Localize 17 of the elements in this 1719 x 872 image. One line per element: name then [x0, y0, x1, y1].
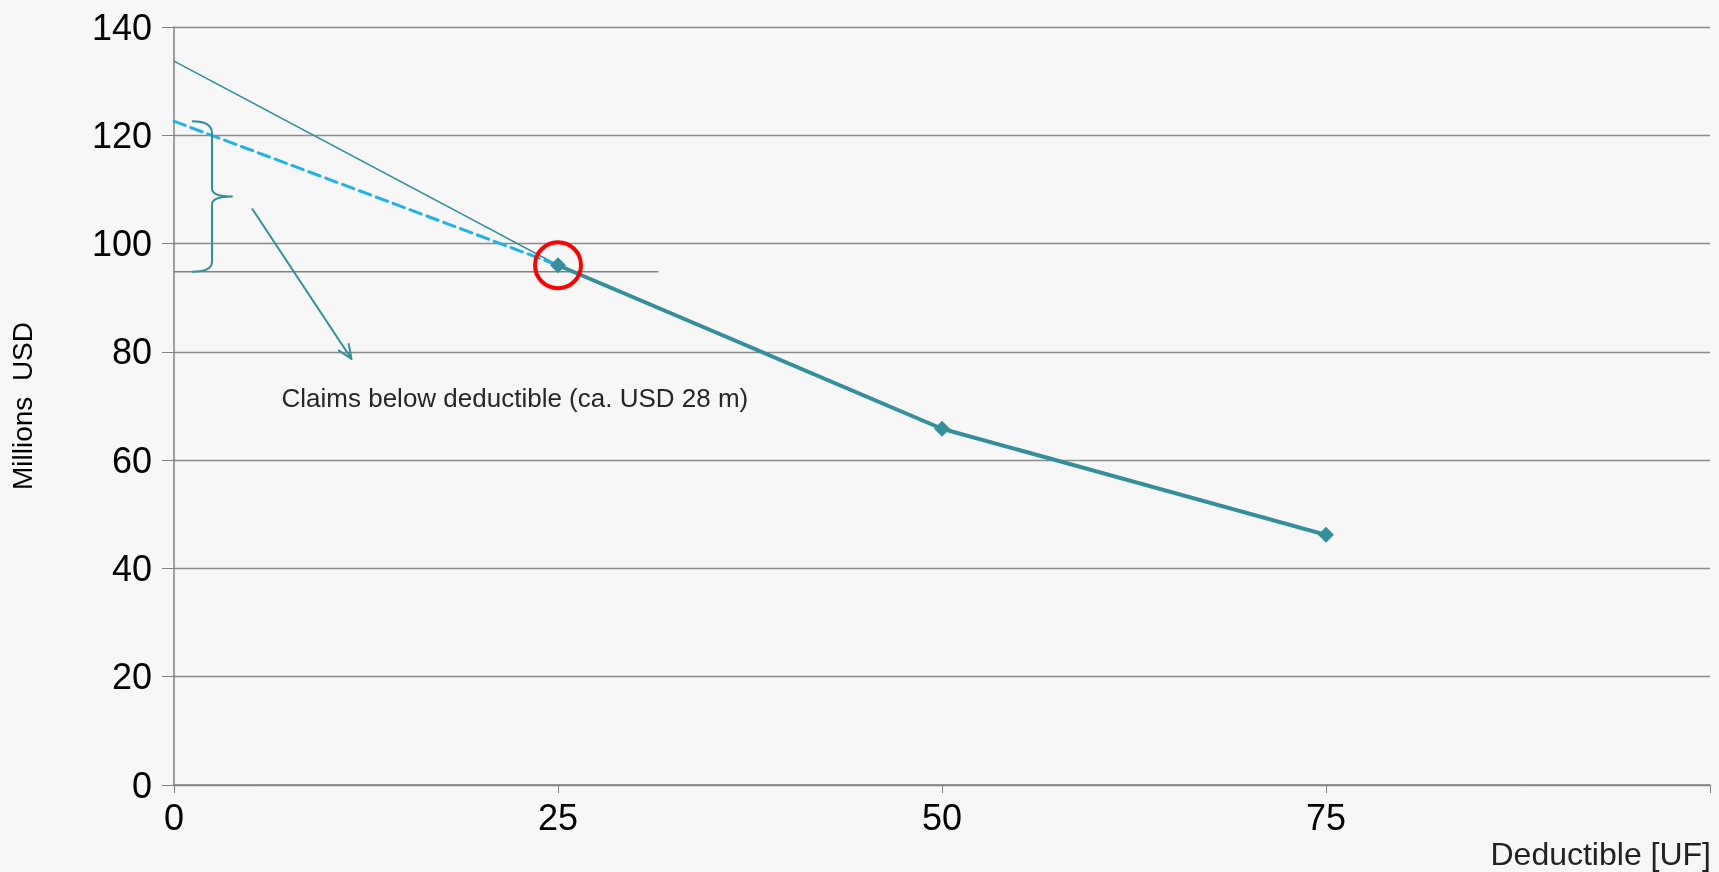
x-tick-label: 50 — [921, 796, 963, 838]
y-tick-label: 60 — [111, 439, 152, 481]
y-tick-label: 140 — [91, 6, 152, 48]
y-tick-label: 0 — [131, 764, 152, 806]
x-tick-label: 25 — [537, 796, 579, 838]
y-tick-label: 120 — [91, 114, 152, 156]
y-tick-label: 20 — [111, 656, 152, 698]
y-tick-label: 80 — [111, 331, 152, 373]
y-tick-label: 100 — [91, 223, 152, 265]
x-tick-label: 0 — [163, 796, 185, 838]
point — [934, 420, 950, 437]
x-tick-label: 75 — [1305, 796, 1347, 838]
y-tick-label: 40 — [111, 547, 152, 589]
y-axis-title: Millions USD — [6, 321, 38, 491]
x-axis-title: Deductible [UF] — [1490, 836, 1711, 872]
annotation: Claims below deductible (ca. USD 28 m) — [281, 381, 749, 415]
point — [1318, 526, 1334, 543]
